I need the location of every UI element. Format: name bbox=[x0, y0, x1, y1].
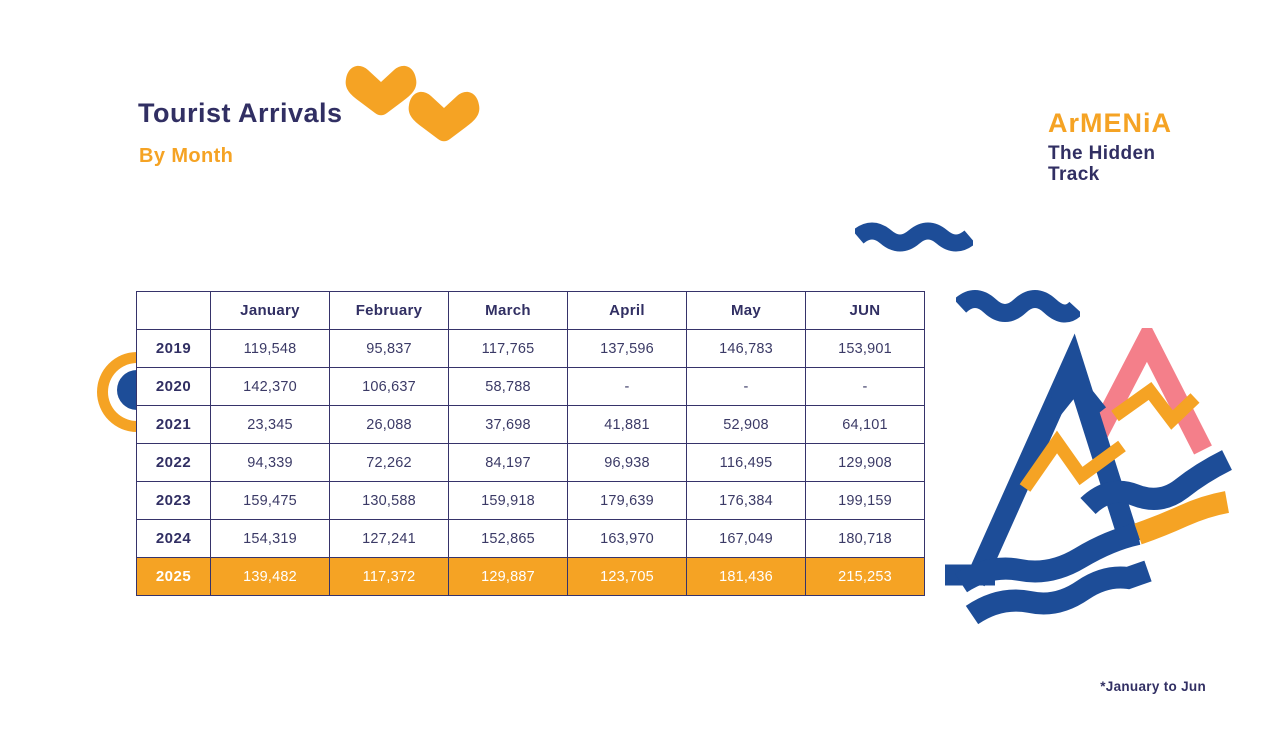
value-cell: 153,901 bbox=[805, 329, 925, 368]
value-cell: 123,705 bbox=[567, 557, 687, 596]
header-cell-february: February bbox=[329, 291, 449, 330]
value-cell: 152,865 bbox=[448, 519, 568, 558]
value-cell: 129,908 bbox=[805, 443, 925, 482]
value-cell: 137,596 bbox=[567, 329, 687, 368]
page-title: Tourist Arrivals bbox=[138, 98, 343, 128]
value-cell: 167,049 bbox=[686, 519, 806, 558]
value-cell: - bbox=[805, 367, 925, 406]
year-cell: 2021 bbox=[136, 405, 211, 444]
value-cell: 163,970 bbox=[567, 519, 687, 558]
year-cell: 2022 bbox=[136, 443, 211, 482]
footnote: *January to Jun bbox=[1100, 679, 1206, 694]
value-cell: - bbox=[567, 367, 687, 406]
value-cell: 129,887 bbox=[448, 557, 568, 596]
value-cell: 96,938 bbox=[567, 443, 687, 482]
header-cell-jun: JUN bbox=[805, 291, 925, 330]
table-row: 2021 23,345 26,088 37,698 41,881 52,908 … bbox=[136, 405, 925, 444]
value-cell: 159,918 bbox=[448, 481, 568, 520]
table-row: 2019 119,548 95,837 117,765 137,596 146,… bbox=[136, 329, 925, 368]
table-row: 2024 154,319 127,241 152,865 163,970 167… bbox=[136, 519, 925, 558]
value-cell: - bbox=[686, 367, 806, 406]
year-cell: 2023 bbox=[136, 481, 211, 520]
value-cell: 176,384 bbox=[686, 481, 806, 520]
value-cell: 139,482 bbox=[210, 557, 330, 596]
table-row: 2022 94,339 72,262 84,197 96,938 116,495… bbox=[136, 443, 925, 482]
header-cell-april: April bbox=[567, 291, 687, 330]
value-cell: 64,101 bbox=[805, 405, 925, 444]
wave-icon bbox=[855, 222, 973, 252]
target-half-icon bbox=[97, 352, 137, 432]
header-cell-march: March bbox=[448, 291, 568, 330]
value-cell: 130,588 bbox=[329, 481, 449, 520]
brand-tagline: The Hidden Track bbox=[1048, 143, 1156, 185]
value-cell: 127,241 bbox=[329, 519, 449, 558]
value-cell: 23,345 bbox=[210, 405, 330, 444]
value-cell: 180,718 bbox=[805, 519, 925, 558]
arrivals-table: January February March April May JUN 201… bbox=[136, 291, 925, 596]
value-cell: 142,370 bbox=[210, 367, 330, 406]
value-cell: 116,495 bbox=[686, 443, 806, 482]
header-cell-empty bbox=[136, 291, 211, 330]
value-cell: 41,881 bbox=[567, 405, 687, 444]
value-cell: 199,159 bbox=[805, 481, 925, 520]
value-cell: 181,436 bbox=[686, 557, 806, 596]
brand-block: ArMENiA The Hidden Track bbox=[1048, 110, 1172, 185]
value-cell: 37,698 bbox=[448, 405, 568, 444]
value-cell: 215,253 bbox=[805, 557, 925, 596]
value-cell: 117,372 bbox=[329, 557, 449, 596]
value-cell: 84,197 bbox=[448, 443, 568, 482]
header-cell-january: January bbox=[210, 291, 330, 330]
page-subtitle: By Month bbox=[139, 145, 234, 167]
value-cell: 119,548 bbox=[210, 329, 330, 368]
value-cell: 26,088 bbox=[329, 405, 449, 444]
value-cell: 179,639 bbox=[567, 481, 687, 520]
value-cell: 52,908 bbox=[686, 405, 806, 444]
value-cell: 146,783 bbox=[686, 329, 806, 368]
value-cell: 95,837 bbox=[329, 329, 449, 368]
year-cell: 2025 bbox=[136, 557, 211, 596]
year-cell: 2020 bbox=[136, 367, 211, 406]
year-cell: 2024 bbox=[136, 519, 211, 558]
table-row: 2020 142,370 106,637 58,788 - - - bbox=[136, 367, 925, 406]
wave-icon bbox=[956, 290, 1080, 323]
header-cell-may: May bbox=[686, 291, 806, 330]
arrivals-table-body: 2019 119,548 95,837 117,765 137,596 146,… bbox=[136, 329, 925, 596]
value-cell: 58,788 bbox=[448, 367, 568, 406]
brand-name: ArMENiA bbox=[1048, 108, 1173, 138]
year-cell: 2019 bbox=[136, 329, 211, 368]
value-cell: 154,319 bbox=[210, 519, 330, 558]
table-row: 2023 159,475 130,588 159,918 179,639 176… bbox=[136, 481, 925, 520]
mountains-illustration bbox=[945, 328, 1232, 625]
value-cell: 72,262 bbox=[329, 443, 449, 482]
value-cell: 94,339 bbox=[210, 443, 330, 482]
value-cell: 106,637 bbox=[329, 367, 449, 406]
table-row: 2025 139,482 117,372 129,887 123,705 181… bbox=[136, 557, 925, 596]
birds-icon bbox=[345, 65, 480, 142]
table-header-row: January February March April May JUN bbox=[136, 291, 925, 330]
value-cell: 159,475 bbox=[210, 481, 330, 520]
value-cell: 117,765 bbox=[448, 329, 568, 368]
